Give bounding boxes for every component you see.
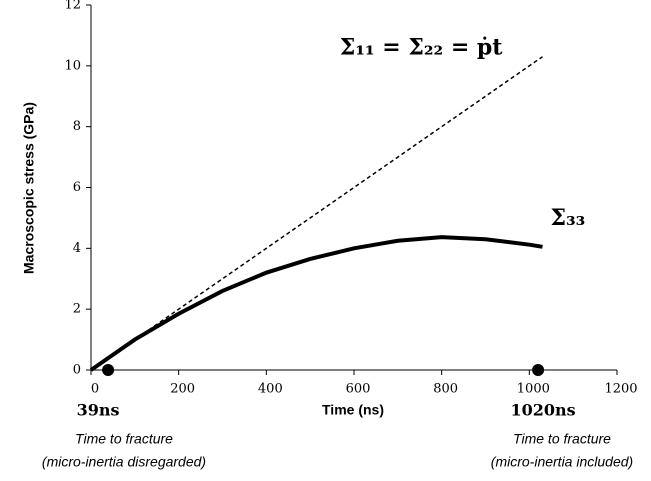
- x-tick-label: 0: [91, 382, 99, 397]
- marker-label: 1020ns: [511, 401, 576, 420]
- x-tick-label: 1200: [604, 382, 637, 397]
- y-tick-label: 0: [73, 363, 81, 378]
- fracture-marker: [532, 364, 545, 376]
- x-tick-label: 400: [258, 382, 283, 397]
- y-tick-label: 8: [73, 119, 81, 134]
- y-tick-label: 4: [73, 241, 81, 256]
- marker-label: 39ns: [77, 401, 120, 420]
- x-tick-label: 800: [433, 382, 458, 397]
- y-tick-label: 6: [73, 180, 81, 195]
- y-axis-label: Macroscopic stress (GPa): [21, 102, 37, 274]
- x-tick-label: 200: [170, 382, 195, 397]
- series-label: Σ₁₁ = Σ₂₂ = ṗt: [340, 35, 504, 61]
- x-axis-label: Time (ns): [322, 402, 384, 418]
- y-tick-label: 10: [64, 58, 81, 73]
- marker-caption: (micro-inertia included): [491, 454, 633, 470]
- marker-caption: Time to fracture: [513, 431, 611, 447]
- line-series: [89, 235, 543, 372]
- line-series: [90, 56, 543, 371]
- series-label: Σ₃₃: [550, 205, 585, 231]
- marker-caption: (micro-inertia disregarded): [42, 454, 206, 470]
- x-tick-label: 600: [346, 382, 371, 397]
- fracture-marker: [102, 364, 115, 376]
- y-tick-label: 12: [64, 0, 81, 13]
- x-tick-label: 1000: [517, 382, 550, 397]
- marker-caption: Time to fracture: [75, 431, 173, 447]
- y-tick-label: 2: [73, 302, 81, 317]
